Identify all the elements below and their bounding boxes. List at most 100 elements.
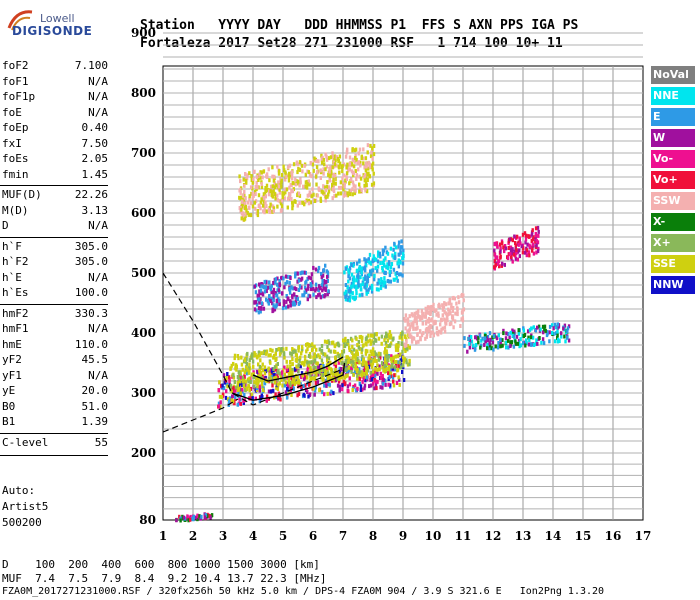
echo-point (563, 323, 567, 328)
echo-point (430, 330, 433, 335)
echo-point (324, 380, 327, 385)
echo-point (354, 352, 358, 357)
echo-point (545, 329, 549, 334)
echo-point (347, 366, 350, 371)
echo-point (352, 360, 355, 365)
echo-point (366, 349, 369, 354)
echo-point (300, 371, 304, 376)
echo-point (294, 295, 298, 300)
echo-point (260, 182, 263, 187)
echo-point (388, 363, 391, 368)
echo-point (372, 335, 375, 339)
echo-point (268, 188, 271, 193)
echo-point (373, 386, 376, 391)
echo-point (342, 187, 345, 192)
echo-point (529, 335, 533, 340)
echo-point (412, 324, 415, 329)
echo-point (402, 346, 405, 351)
echo-point (295, 179, 298, 184)
echo-point (396, 348, 400, 353)
echo-point (278, 381, 281, 386)
echo-point (509, 342, 513, 347)
echo-point (499, 338, 502, 342)
echo-point (505, 345, 508, 350)
echo-point (326, 274, 330, 279)
echo-point (351, 386, 355, 391)
echo-point (348, 155, 352, 160)
echo-point (531, 228, 534, 233)
x-tick-label: 5 (279, 529, 287, 543)
echo-point (280, 198, 283, 203)
echo-point (240, 216, 243, 221)
echo-point (368, 174, 371, 178)
echo-point (270, 283, 273, 288)
echo-point (401, 349, 404, 354)
echo-point (344, 336, 347, 341)
echo-point (268, 298, 271, 302)
echo-point (252, 370, 255, 375)
echo-point (306, 193, 309, 198)
echo-point (257, 377, 260, 382)
echo-point (370, 362, 373, 367)
echo-point (276, 282, 279, 287)
echo-point (267, 301, 270, 306)
echo-point (297, 277, 301, 282)
echo-point (301, 200, 305, 205)
echo-point (352, 171, 356, 176)
echo-point (281, 291, 284, 296)
echo-point (311, 187, 314, 192)
echo-point (311, 386, 314, 391)
echo-point (210, 513, 214, 518)
echo-point (546, 331, 549, 336)
echo-point (345, 177, 349, 181)
echo-point (322, 293, 325, 298)
echo-point (495, 241, 499, 246)
echo-point (483, 338, 486, 343)
echo-point (424, 321, 428, 326)
echo-point (535, 243, 538, 248)
echo-point (358, 259, 361, 264)
echo-point (365, 335, 368, 340)
echo-point (320, 344, 324, 348)
echo-point (281, 348, 285, 353)
echo-point (469, 335, 473, 339)
echo-point (372, 183, 375, 188)
echo-point (204, 516, 207, 521)
echo-point (276, 382, 279, 387)
echo-point (387, 264, 390, 269)
echo-point (552, 332, 555, 336)
echo-point (262, 203, 265, 208)
echo-point (329, 367, 333, 372)
echo-point (346, 373, 349, 378)
echo-point (324, 369, 327, 373)
echo-point (243, 383, 246, 388)
x-tick-label: 4 (249, 529, 257, 543)
echo-point (330, 371, 333, 376)
echo-point (242, 217, 245, 222)
echo-point (278, 180, 282, 185)
echo-point (399, 352, 402, 357)
echo-point (536, 341, 539, 346)
echo-point (348, 192, 352, 197)
echo-point (347, 279, 350, 284)
param-value: N/A (88, 90, 108, 103)
echo-point (205, 513, 208, 518)
echo-point (516, 341, 520, 346)
param-key: hmF2 (2, 306, 29, 320)
echo-point (373, 357, 376, 362)
echo-point (250, 372, 253, 377)
echo-point (401, 256, 404, 261)
echo-point (379, 371, 382, 376)
echo-point (354, 295, 357, 300)
echo-point (344, 191, 347, 196)
echo-point (461, 316, 464, 321)
echo-point (255, 369, 259, 374)
echo-point (534, 239, 537, 244)
echo-point (225, 376, 228, 380)
echo-point (448, 308, 451, 313)
echo-point (364, 369, 368, 374)
echo-point (391, 367, 395, 372)
echo-point (262, 169, 266, 174)
echo-point (313, 370, 316, 375)
echo-point (497, 259, 500, 264)
